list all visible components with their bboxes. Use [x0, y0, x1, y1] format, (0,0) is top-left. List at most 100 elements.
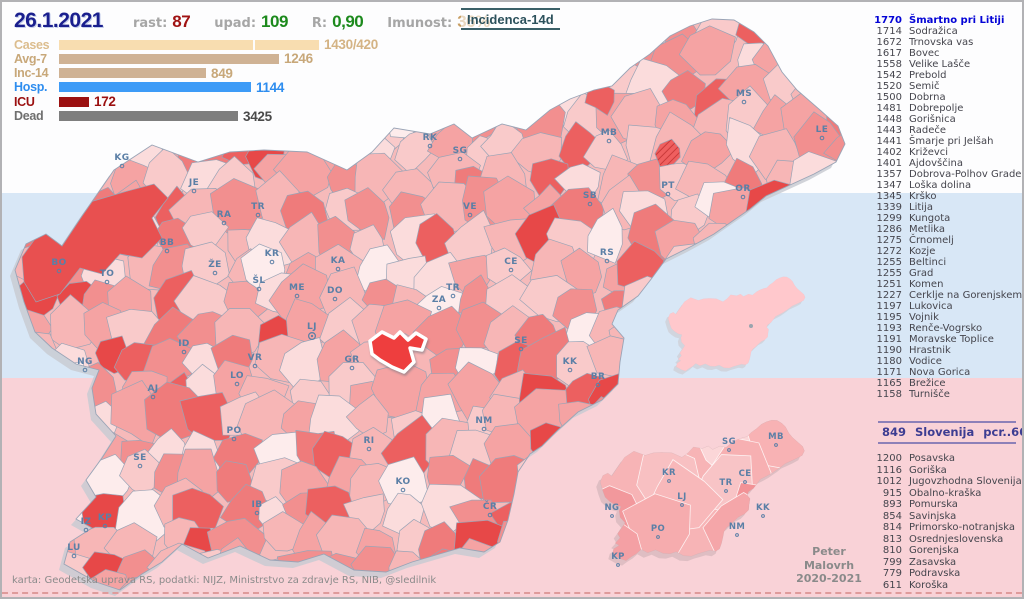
signature-line: Malovrh [803, 558, 855, 572]
municipality-cell [22, 370, 56, 409]
svg-text:TR: TR [719, 478, 732, 488]
map-code-label-kr: KR [265, 249, 279, 265]
municipality-cell [411, 76, 457, 115]
municipality-cell [783, 314, 836, 364]
municipality-cell [15, 154, 69, 199]
municipality-cell [422, 38, 478, 89]
map-code-label-nm: NM [729, 522, 745, 537]
svg-text:KP: KP [98, 513, 112, 523]
map-code-label-kp: KP [98, 513, 112, 529]
map-code-label-aj: AJ [147, 384, 158, 400]
municipality-cell [517, 516, 577, 579]
municipality-cell [15, 150, 34, 205]
svg-text:LU: LU [67, 543, 81, 553]
svg-text:IB: IB [251, 500, 262, 510]
bar-label: Hosp. [14, 80, 48, 95]
municipality-value: 1190 [876, 345, 902, 356]
municipality-row: 1197 Lukovica [860, 301, 1018, 312]
map-code-label-tr: TR [251, 202, 265, 218]
municipality-cell [584, 576, 640, 590]
date-label: 26.1.2021 [14, 9, 103, 32]
stat-value: 0,90 [332, 12, 364, 31]
map-code-label-kp: KP [611, 552, 624, 567]
municipality-row: 1347 Loška dolina [860, 180, 1018, 191]
header: 26.1.2021 rast:87upad:109R:0,90Imunost:3… [14, 9, 514, 33]
region-value: 893 [882, 499, 902, 510]
bar-segment [59, 39, 253, 50]
bar-segment [59, 53, 279, 64]
municipality-row: 1165 Brežice [860, 378, 1018, 389]
stat-label: R: [311, 16, 328, 31]
map-code-label-nm: NM [475, 416, 492, 432]
municipality-value: 1197 [876, 301, 902, 312]
municipality-name: Nova Gorica [909, 367, 971, 378]
bar-track [59, 111, 238, 121]
municipality-cell [561, 424, 614, 481]
region-row: 893 Pomurska [860, 499, 1018, 511]
municipality-cell [727, 582, 777, 590]
bar-label: Dead [14, 109, 44, 123]
municipality-row: 1255 Grad [860, 268, 1018, 279]
map-code-labels: KG JE BO RA TR BB KR KA ŽE ŠL ME DO TO LJ ID VR NG GR LO AJ… [51, 89, 828, 559]
region-value: 854 [882, 510, 902, 522]
municipality-cell [262, 511, 306, 552]
national-summary-row: 849 Slovenija pcr..668 [878, 421, 1022, 444]
municipality-cell [15, 398, 63, 455]
municipality-row: 1158 Turnišče [860, 389, 1018, 400]
municipality-cell [566, 558, 619, 590]
municipality-cell [16, 452, 56, 503]
bar-row-icu: ICU 172 [14, 94, 116, 109]
region-name: Obalno-kraška [909, 487, 982, 499]
municipality-value: 1191 [876, 334, 902, 345]
municipality-cell [663, 378, 706, 420]
municipality-name: Velike Lašče [909, 59, 971, 70]
bar-value: 1144 [256, 79, 285, 95]
municipality-cell [626, 365, 674, 415]
map-code-label-ib: IB [251, 500, 262, 516]
bar-row-dead: Dead 3425 [14, 109, 272, 124]
municipality-ranking-list: 1770 Šmartno pri Litiji 1714 Sodražica 1672 T… [860, 15, 1022, 400]
stat-label: Imunost: [387, 16, 453, 31]
svg-text:MB: MB [601, 128, 618, 138]
municipality-value: 1441 [876, 136, 902, 147]
svg-text:KO: KO [395, 477, 410, 487]
municipality-value: 1401 [876, 158, 902, 169]
stat-value: 87 [172, 12, 191, 31]
svg-text:NM: NM [475, 416, 492, 426]
signature-line: Peter [812, 545, 846, 558]
municipality-value: 1251 [876, 279, 902, 290]
svg-text:DO: DO [327, 286, 343, 296]
map-code-label-mb: MB [768, 432, 783, 447]
bar-track [59, 39, 319, 50]
map-code-label-lo: LO [230, 371, 244, 387]
map-code-label-ri: RI [363, 436, 374, 452]
svg-text:TR: TR [446, 283, 460, 293]
municipality-name: Dobrna [909, 92, 946, 103]
municipality-cell [15, 364, 32, 418]
municipality-name: Črnomelj [909, 235, 954, 246]
municipality-cell [698, 250, 747, 296]
region-row: 799 Zasavska [860, 557, 1018, 569]
map-code-label-iz: IZ [81, 517, 91, 533]
region-row: 915 Obalno-kraška [860, 488, 1018, 500]
municipality-cell [343, 493, 385, 539]
map-code-label-lu: LU [67, 543, 81, 559]
region-name: Jugovzhodna Slovenija [909, 476, 1022, 487]
bar-value: 1246 [284, 51, 313, 67]
svg-text:TO: TO [100, 269, 115, 279]
municipality-cell [652, 553, 698, 590]
map-code-label-le: LE [816, 125, 828, 141]
municipality-cell [800, 449, 845, 496]
svg-text:SB: SB [583, 191, 597, 201]
municipality-cell [480, 54, 533, 112]
map-code-label-lj: LJ [307, 322, 317, 341]
region-value: 1200 [876, 453, 902, 464]
municipality-cell [529, 422, 564, 466]
map-code-label-ng: NG [605, 503, 619, 518]
bar-track [59, 82, 251, 93]
municipality-cell [381, 46, 437, 93]
municipality-row: 1286 Metlika [860, 224, 1018, 235]
municipality-row: 1227 Cerklje na Gorenjskem [860, 290, 1022, 301]
map-code-label-gr: GR [344, 355, 359, 371]
